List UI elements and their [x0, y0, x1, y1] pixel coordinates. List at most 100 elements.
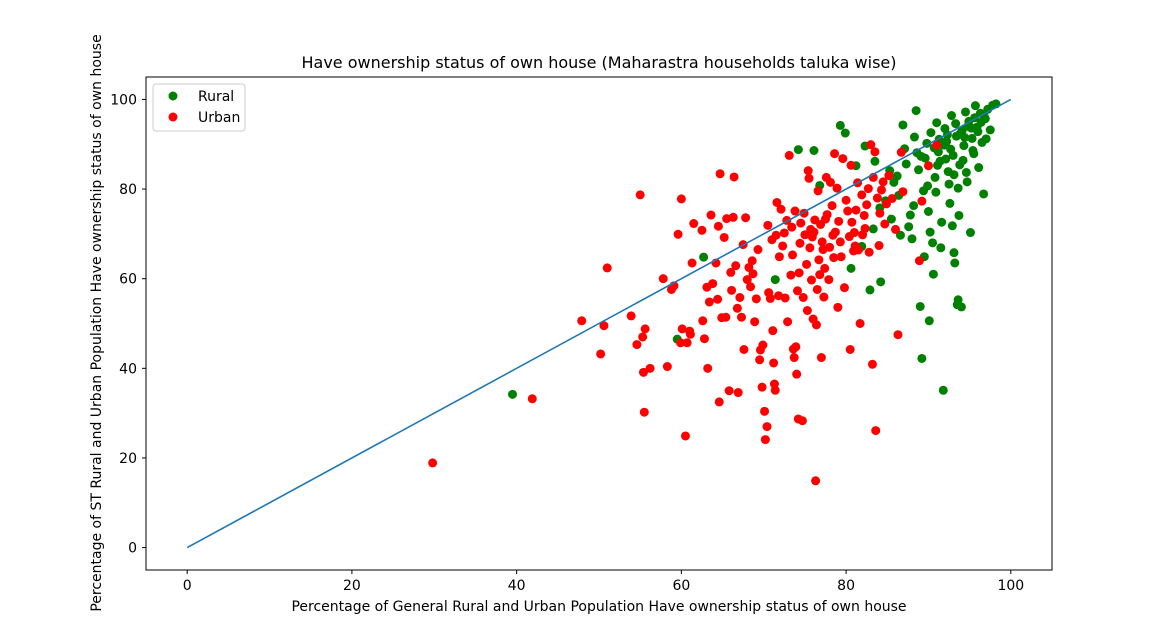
urban-point	[896, 147, 906, 157]
urban-point	[689, 219, 699, 229]
urban-point	[878, 177, 888, 187]
rural-point	[699, 252, 709, 262]
urban-point	[803, 166, 813, 176]
urban-point	[765, 293, 775, 303]
urban-point	[639, 407, 649, 417]
urban-point	[795, 238, 805, 248]
urban-point	[714, 397, 724, 407]
rural-point	[865, 285, 875, 295]
rural-point	[961, 167, 971, 177]
urban-point	[428, 458, 438, 468]
rural-point	[973, 127, 983, 137]
urban-point	[662, 362, 672, 372]
urban-point	[602, 263, 612, 273]
urban-point	[763, 220, 773, 230]
rural-point	[958, 155, 968, 165]
rural-point	[770, 275, 780, 285]
rural-point	[898, 120, 908, 130]
urban-point	[814, 255, 824, 265]
rural-point	[931, 187, 941, 197]
urban-point	[871, 426, 881, 436]
y-tick-label: 60	[119, 272, 137, 288]
urban-point	[866, 140, 876, 150]
x-tick-label: 0	[183, 578, 192, 594]
rural-point	[909, 132, 919, 142]
urban-point	[708, 279, 718, 289]
rural-point	[979, 189, 989, 199]
urban-point	[830, 149, 840, 159]
urban-point	[750, 317, 760, 327]
urban-point	[804, 173, 814, 183]
rural-point	[926, 128, 936, 138]
urban-point	[887, 193, 897, 203]
urban-point	[774, 252, 784, 262]
urban-point	[809, 227, 819, 237]
urban-point	[786, 270, 796, 280]
urban-point	[760, 435, 770, 445]
rural-point	[917, 353, 927, 363]
rural-point	[944, 179, 954, 189]
urban-point	[864, 247, 874, 257]
rural-point	[508, 389, 518, 399]
urban-point	[626, 311, 636, 321]
urban-point	[789, 353, 799, 363]
y-tick-label: 40	[119, 361, 137, 377]
x-tick-label: 100	[997, 578, 1024, 594]
urban-point	[859, 210, 869, 220]
rural-point	[876, 277, 886, 287]
rural-point	[961, 107, 971, 117]
urban-point	[673, 229, 683, 239]
legend-urban-label: Urban	[198, 110, 240, 126]
urban-point	[736, 312, 746, 322]
urban-point	[791, 342, 801, 352]
legend-urban-marker	[168, 112, 178, 122]
y-axis-ticks: 0 20 40 60 80 100	[110, 92, 146, 557]
urban-point	[715, 169, 725, 179]
rural-point	[967, 133, 977, 143]
urban-point	[685, 329, 695, 339]
urban-point	[640, 324, 650, 334]
urban-point	[792, 369, 802, 379]
reference-line	[186, 98, 1012, 549]
urban-point	[771, 230, 781, 240]
urban-point	[713, 221, 723, 231]
urban-point	[783, 317, 793, 327]
urban-point	[790, 206, 800, 216]
urban-point	[682, 338, 692, 348]
rural-point	[936, 243, 946, 253]
urban-point	[797, 416, 807, 426]
rural-point	[923, 206, 933, 216]
urban-point	[751, 294, 761, 304]
urban-point	[779, 228, 789, 238]
x-tick-label: 20	[343, 578, 361, 594]
urban-point	[794, 268, 804, 278]
rural-point	[970, 101, 980, 111]
urban-point	[727, 285, 737, 295]
urban-point	[638, 332, 648, 342]
urban-point	[758, 340, 768, 350]
urban-point	[857, 190, 867, 200]
urban-point	[792, 286, 802, 296]
urban-point	[917, 196, 927, 206]
y-axis-label: Percentage of ST Rural and Urban Populat…	[89, 34, 105, 611]
urban-point	[698, 316, 708, 326]
urban-point	[811, 320, 821, 330]
urban-point	[596, 349, 606, 359]
rural-point	[868, 224, 878, 234]
urban-point	[697, 225, 707, 235]
urban-point	[893, 330, 903, 340]
urban-point	[815, 270, 825, 280]
rural-point	[840, 128, 850, 138]
urban-point	[788, 250, 798, 260]
urban-point	[731, 261, 741, 271]
urban-point	[599, 321, 609, 331]
urban-point	[772, 197, 782, 207]
urban-point	[812, 284, 822, 294]
urban-point	[713, 294, 723, 304]
urban-point	[699, 334, 709, 344]
urban-point	[755, 355, 765, 365]
urban-point	[635, 190, 645, 200]
urban-point	[923, 161, 933, 171]
rural-point	[793, 145, 803, 155]
urban-point	[820, 263, 830, 273]
